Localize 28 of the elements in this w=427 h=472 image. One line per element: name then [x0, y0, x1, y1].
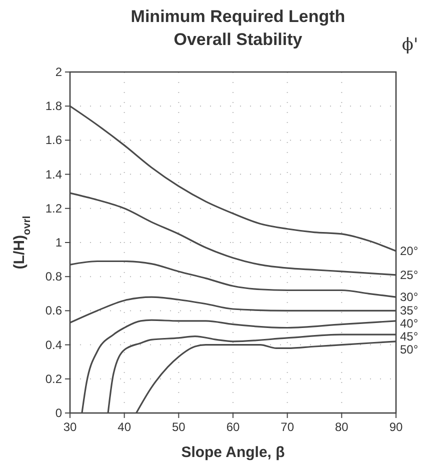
- x-axis-title: Slope Angle, β: [181, 444, 285, 461]
- x-tick-label: 70: [280, 420, 294, 434]
- y-tick-label: 1.4: [45, 167, 62, 182]
- series-label: 40°: [400, 316, 418, 331]
- series-label: 50°: [400, 342, 418, 357]
- y-tick-label: 2: [55, 65, 62, 79]
- y-tick-label: 0.8: [45, 270, 62, 284]
- y-tick-label: 0: [55, 406, 62, 420]
- x-tick-label: 50: [172, 420, 186, 434]
- series-label: 35°: [400, 304, 418, 318]
- y-tick-label: 1.8: [45, 99, 62, 114]
- x-tick-label: 60: [226, 420, 240, 434]
- series-label: 20°: [400, 244, 418, 258]
- chart-title: Minimum Required Length Overall Stability: [130, 7, 346, 49]
- legend-title: ϕ': [402, 35, 418, 55]
- y-tick-label: 0.2: [45, 372, 62, 386]
- series-label: 45°: [400, 330, 418, 344]
- y-tick-label: 0.6: [45, 304, 62, 318]
- x-tick-label: 90: [389, 420, 403, 434]
- y-tick-label: 1: [55, 236, 62, 250]
- x-tick-label: 80: [334, 420, 349, 434]
- x-tick-label: 40: [118, 420, 132, 434]
- series-label: 25°: [400, 268, 418, 282]
- y-tick-label: 1.2: [45, 201, 62, 216]
- x-tick-label: 30: [63, 420, 77, 434]
- y-tick-label: 1.6: [45, 133, 62, 148]
- y-tick-label: 0.4: [45, 338, 62, 352]
- series-label: 30°: [400, 290, 418, 304]
